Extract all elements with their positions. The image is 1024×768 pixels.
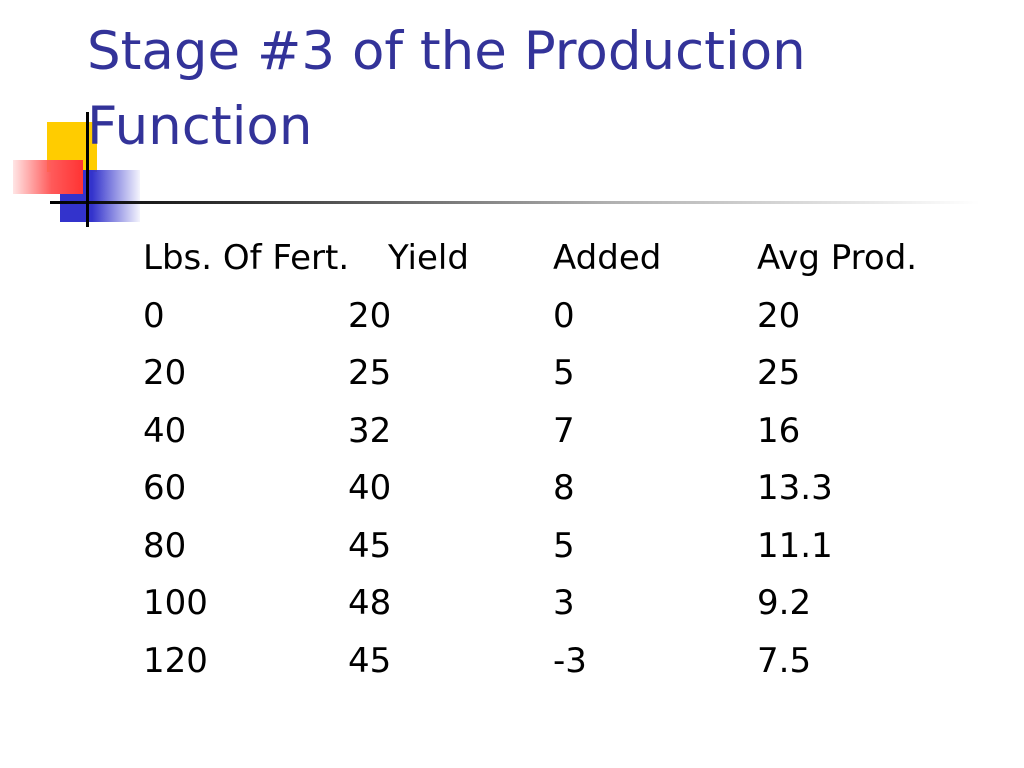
table-cell: 7 <box>553 410 575 451</box>
table-cell: 45 <box>348 640 392 681</box>
title-underline <box>50 201 980 204</box>
header-added: Added <box>553 238 662 278</box>
slide-title: Stage #3 of the Production Function <box>87 14 987 164</box>
table-cell: 25 <box>757 353 801 393</box>
vertical-accent-line <box>86 112 89 227</box>
table-cell: 13.3 <box>757 468 833 508</box>
table-cell: 60 <box>143 468 187 508</box>
table-cell: 3 <box>553 583 575 623</box>
table-cell: 5 <box>553 525 575 566</box>
header-fertilizer: Lbs. Of Fert. <box>143 238 350 278</box>
table-cell: 40 <box>348 468 392 508</box>
slide-title-line-2: Function <box>87 96 313 157</box>
table-cell: 45 <box>348 525 392 566</box>
header-yield: Yield <box>388 238 469 278</box>
table-cell: 0 <box>553 295 575 336</box>
table-cell: 16 <box>757 410 801 451</box>
table-cell: 32 <box>348 410 392 451</box>
table-cell: 20 <box>348 295 392 336</box>
table-cell: 25 <box>348 353 392 393</box>
table-cell: 100 <box>143 583 208 623</box>
table-cell: 48 <box>348 583 392 623</box>
red-square-shape <box>13 160 83 194</box>
slide-title-line-1: Stage #3 of the Production <box>87 21 806 82</box>
header-avg-prod: Avg Prod. <box>757 238 918 278</box>
table-cell: 40 <box>143 410 187 451</box>
table-cell: 8 <box>553 468 575 508</box>
table-cell: 9.2 <box>757 583 812 623</box>
table-cell: 20 <box>757 295 801 336</box>
table-cell: -3 <box>553 640 587 681</box>
table-cell: 11.1 <box>757 525 833 566</box>
table-cell: 120 <box>143 640 208 681</box>
decorative-squares <box>0 0 1024 240</box>
table-cell: 20 <box>143 353 187 393</box>
table-cell: 0 <box>143 295 165 336</box>
table-cell: 7.5 <box>757 640 812 681</box>
table-cell: 80 <box>143 525 187 566</box>
table-cell: 5 <box>553 353 575 393</box>
